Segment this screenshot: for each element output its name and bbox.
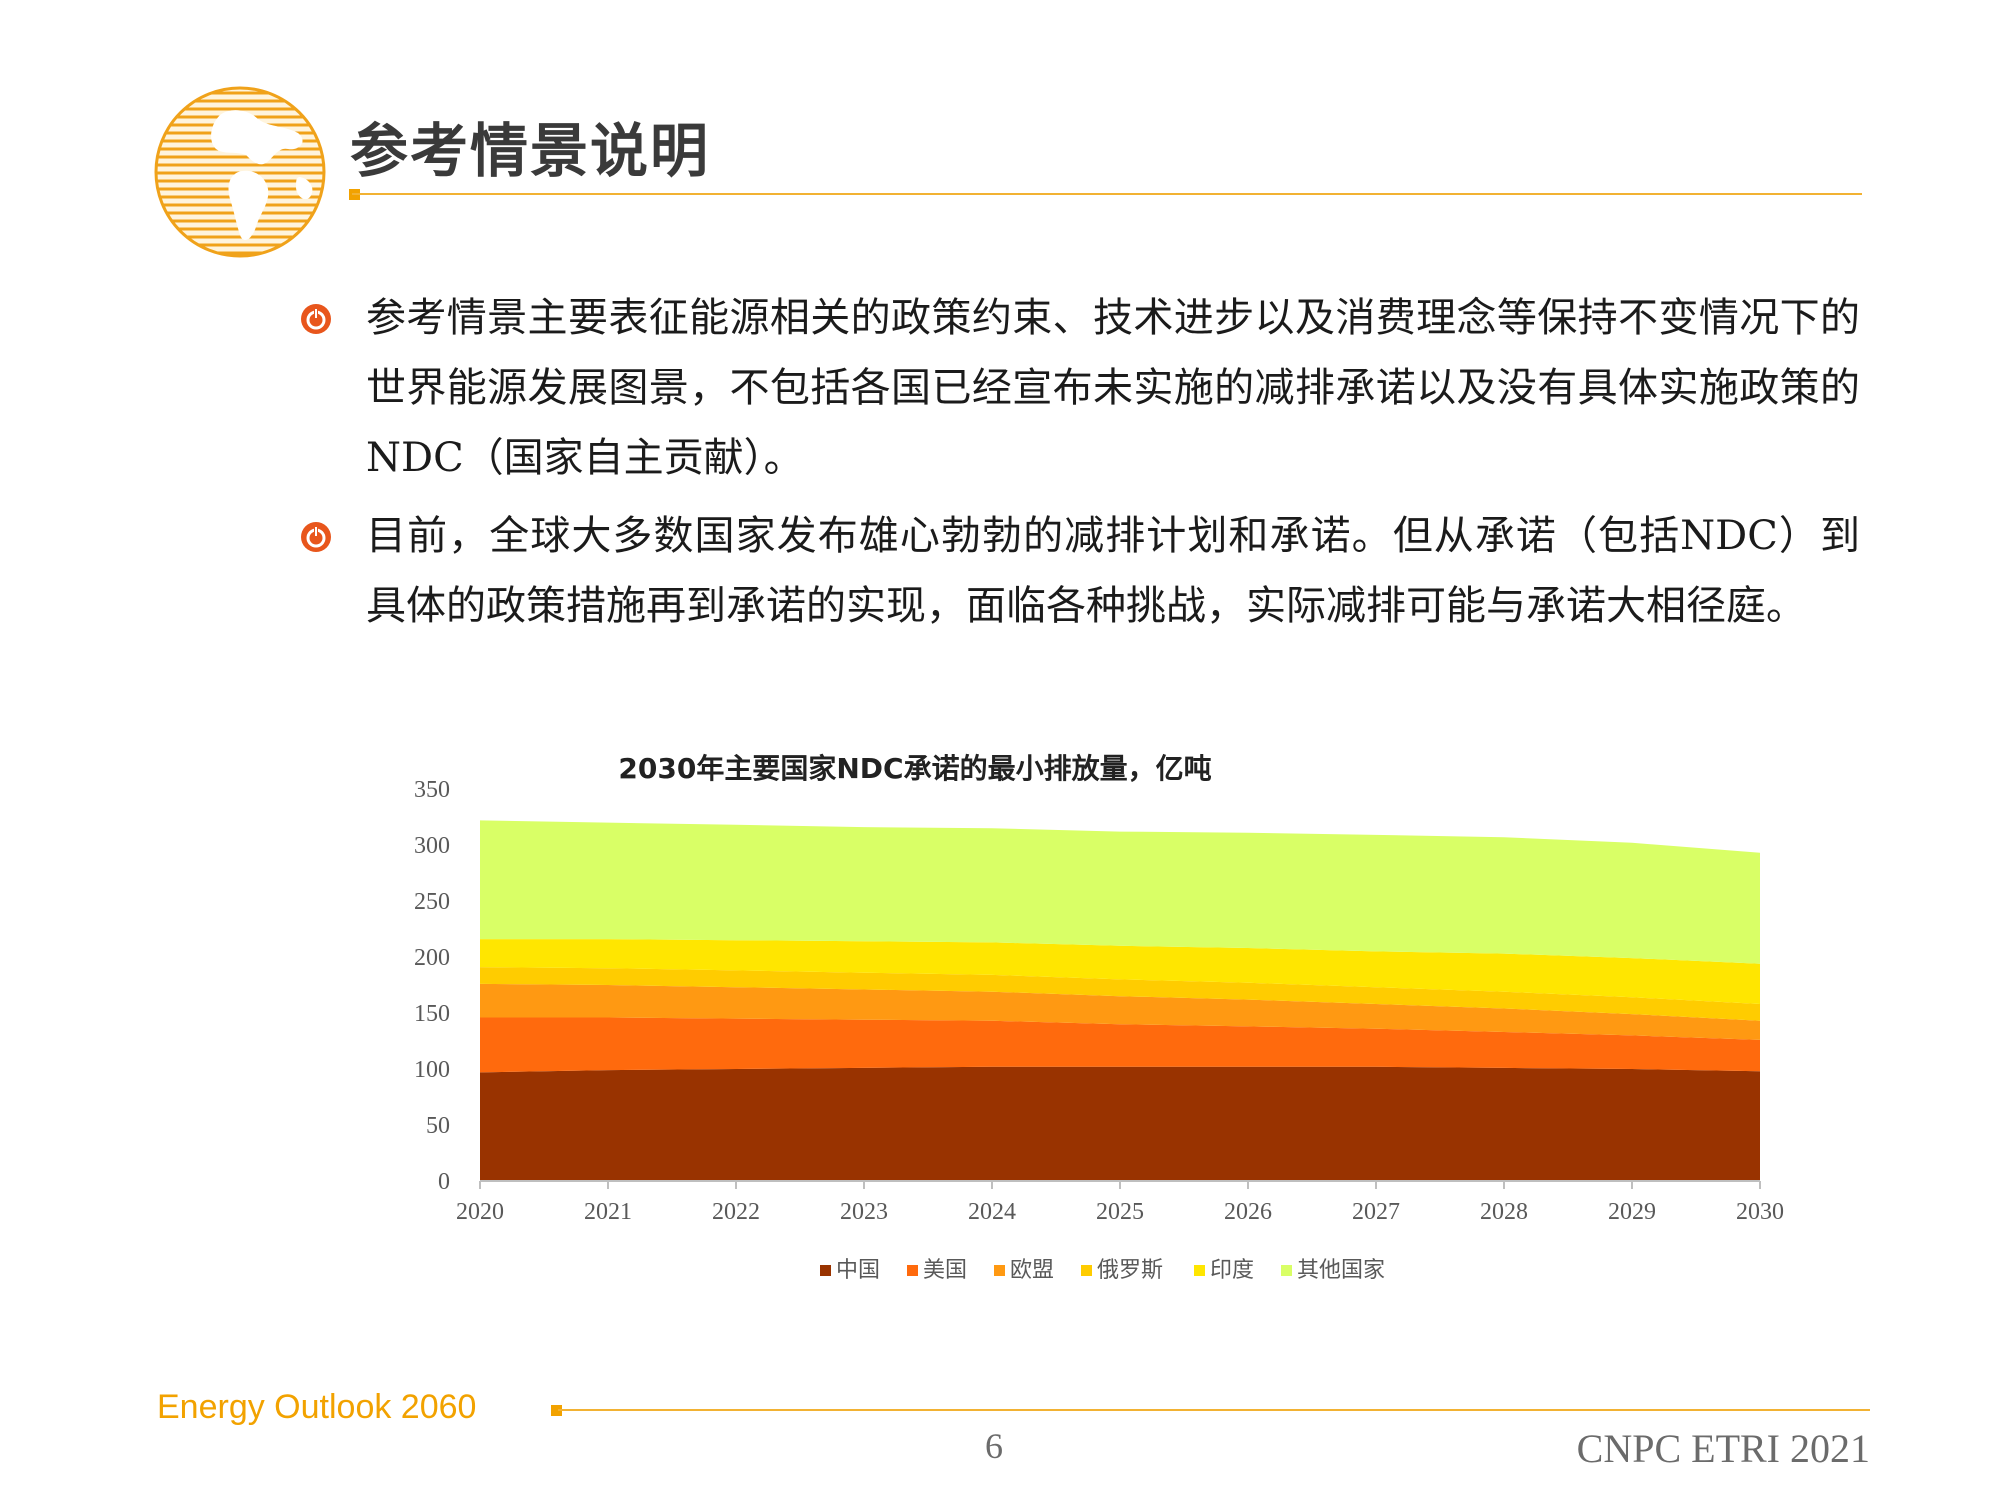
y-tick-label: 50	[426, 1113, 450, 1139]
chart-title: 2030年主要国家NDC承诺的最小排放量，亿吨	[618, 752, 1211, 785]
x-tick-label: 2025	[1096, 1199, 1144, 1225]
power-icon	[301, 304, 331, 334]
legend-swatch	[1081, 1265, 1092, 1276]
legend-label: 俄罗斯	[1097, 1258, 1163, 1283]
title-divider	[352, 193, 1862, 195]
legend-label: 其他国家	[1297, 1258, 1385, 1283]
legend-swatch	[994, 1265, 1005, 1276]
x-tick-label: 2028	[1480, 1199, 1528, 1225]
x-tick-label: 2029	[1608, 1199, 1656, 1225]
legend-swatch	[1281, 1265, 1292, 1276]
bullet-item: 参考情景主要表征能源相关的政策约束、技术进步以及消费理念等保持不变情况下的世界能…	[300, 283, 1860, 493]
legend-label: 中国	[836, 1258, 880, 1283]
y-tick-label: 100	[414, 1057, 450, 1083]
bullet-item: 目前，全球大多数国家发布雄心勃勃的减排计划和承诺。但从承诺（包括NDC）到具体的…	[300, 501, 1860, 641]
y-tick-label: 300	[414, 833, 450, 859]
area-series-3	[480, 967, 1760, 1021]
legend-swatch	[820, 1265, 831, 1276]
area-series-1	[480, 1017, 1760, 1073]
x-tick-label: 2030	[1736, 1199, 1784, 1225]
x-tick-label: 2027	[1352, 1199, 1400, 1225]
footer-organization: CNPC ETRI 2021	[1576, 1426, 1870, 1471]
legend-label: 欧盟	[1010, 1258, 1054, 1283]
area-series-4	[480, 939, 1760, 1004]
x-tick-label: 2021	[584, 1199, 632, 1225]
x-tick-label: 2020	[456, 1199, 504, 1225]
stacked-area-chart: 2030年主要国家NDC承诺的最小排放量，亿吨 2020 2021 2022 2023…	[414, 752, 1784, 1283]
power-icon	[301, 522, 331, 552]
x-tick-label: 2022	[712, 1199, 760, 1225]
page-number: 6	[985, 1426, 1003, 1466]
area-series-2	[480, 983, 1760, 1040]
y-tick-label: 350	[414, 777, 450, 803]
x-tick-label: 2026	[1224, 1199, 1272, 1225]
area-series-5	[480, 820, 1760, 964]
bullet-text: 目前，全球大多数国家发布雄心勃勃的减排计划和承诺。但从承诺（包括NDC）到具体的…	[366, 513, 1860, 629]
x-tick-label: 2024	[968, 1199, 1016, 1225]
x-tick-label: 2023	[840, 1199, 888, 1225]
y-tick-label: 250	[414, 889, 450, 915]
footer-report-name: Energy Outlook 2060	[157, 1388, 477, 1426]
y-tick-label: 0	[438, 1169, 450, 1195]
globe-logo-icon	[154, 86, 326, 258]
slide-title: 参考情景说明	[350, 117, 711, 185]
footer-marker	[551, 1405, 562, 1416]
bullet-list: 参考情景主要表征能源相关的政策约束、技术进步以及消费理念等保持不变情况下的世界能…	[300, 283, 1860, 649]
y-tick-label: 200	[414, 945, 450, 971]
legend-swatch	[907, 1265, 918, 1276]
area-series-0	[480, 1066, 1760, 1181]
legend-label: 美国	[923, 1258, 967, 1283]
legend-swatch	[1194, 1265, 1205, 1276]
bullet-text: 参考情景主要表征能源相关的政策约束、技术进步以及消费理念等保持不变情况下的世界能…	[366, 295, 1860, 481]
footer-divider	[558, 1409, 1870, 1411]
y-tick-label: 150	[414, 1001, 450, 1027]
legend-label: 印度	[1210, 1258, 1254, 1283]
